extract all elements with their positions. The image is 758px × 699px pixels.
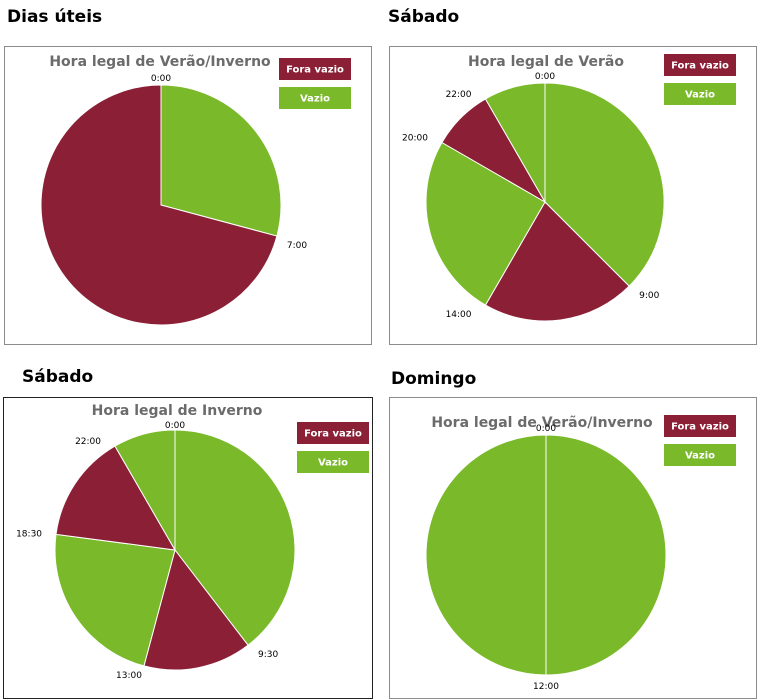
heading-sabado-inverno: Sábado	[22, 367, 94, 387]
pie-slice-vazio	[114, 429, 176, 552]
legend-swatch-vazio	[664, 444, 736, 466]
tick-label: 0:00	[536, 424, 556, 434]
chart-panel-sabado-inverno: Hora legal de Inverno 0:00 9:30 13:00 18:30 2…	[3, 397, 373, 699]
pie-chart: Hora legal de Verão/Inverno 0:00 7:00 Fora …	[40, 54, 351, 326]
pie-slice-vazio	[54, 533, 176, 667]
tick-label: 12:00	[533, 682, 559, 692]
tick-label: 18:30	[16, 529, 42, 539]
tick-label: 9:00	[639, 291, 659, 301]
chart-title: Hora legal de Verão/Inverno	[431, 415, 653, 431]
legend-label-fora-vazio: Fora vazio	[671, 61, 729, 72]
legend-label-vazio: Vazio	[300, 94, 330, 105]
tick-label: 0:00	[535, 72, 555, 82]
chart-panel-dias-uteis: Hora legal de Verão/Inverno 0:00 7:00 Fora …	[4, 46, 372, 345]
legend: Fora vazio Vazio	[279, 58, 351, 109]
legend: Fora vazio Vazio	[664, 415, 736, 466]
legend-swatch-vazio	[664, 83, 736, 105]
pie-slice-fora-vazio	[143, 548, 249, 671]
pie-slice-vazio	[160, 84, 282, 237]
legend-label-fora-vazio: Fora vazio	[304, 429, 362, 440]
chart-panel-domingo: Hora legal de Verão/Inverno 0:00 12:00 Fora…	[389, 397, 757, 699]
tick-label: 7:00	[287, 241, 307, 251]
legend-swatch-vazio	[297, 451, 369, 473]
heading-dias-uteis: Dias úteis	[7, 7, 103, 27]
legend-swatch-fora-vazio	[279, 58, 351, 80]
legend-label-vazio: Vazio	[685, 90, 715, 101]
tick-label: 22:00	[75, 437, 101, 447]
legend-label-fora-vazio: Fora vazio	[671, 422, 729, 433]
pie-slice-fora-vazio	[40, 84, 278, 326]
chart-title: Hora legal de Verão/Inverno	[49, 54, 271, 70]
legend-label-vazio: Vazio	[318, 458, 348, 469]
pie-chart: Hora legal de Inverno 0:00 9:30 13:00 18:30 2…	[16, 403, 369, 681]
pie-slice-vazio	[484, 82, 546, 204]
tick-label: 14:00	[446, 310, 472, 320]
legend-swatch-vazio	[279, 87, 351, 109]
pie-slice-fora-vazio	[484, 201, 630, 322]
legend-swatch-fora-vazio	[664, 415, 736, 437]
chart-title: Hora legal de Inverno	[92, 403, 263, 419]
tick-label: 13:00	[116, 671, 142, 681]
legend-label-vazio: Vazio	[685, 451, 715, 462]
pie-slice-vazio	[174, 429, 296, 646]
tick-label: 22:00	[446, 90, 472, 100]
pie-slice-fora-vazio	[55, 445, 176, 551]
pie-slice-vazio	[425, 141, 546, 306]
chart-title: Hora legal de Verão	[468, 54, 624, 70]
heading-domingo: Domingo	[391, 369, 477, 389]
legend: Fora vazio Vazio	[664, 54, 736, 105]
legend-swatch-fora-vazio	[297, 422, 369, 444]
tick-label: 0:00	[165, 421, 185, 431]
legend-swatch-fora-vazio	[664, 54, 736, 76]
legend-label-fora-vazio: Fora vazio	[286, 65, 344, 76]
tick-label: 0:00	[151, 74, 171, 84]
chart-panel-sabado-verao: Hora legal de Verão 0:00 9:00 14:00 20:00 22:…	[389, 46, 757, 345]
tick-label: 20:00	[402, 134, 428, 144]
legend: Fora vazio Vazio	[297, 422, 369, 473]
pie-slice-vazio	[425, 434, 547, 676]
pie-slice-vazio	[544, 82, 665, 287]
pie-slice-vazio	[545, 434, 667, 676]
pie-chart: Hora legal de Verão 0:00 9:00 14:00 20:00 22:…	[402, 54, 736, 322]
heading-sabado-verao: Sábado	[388, 7, 460, 27]
tick-label: 9:30	[258, 650, 278, 660]
